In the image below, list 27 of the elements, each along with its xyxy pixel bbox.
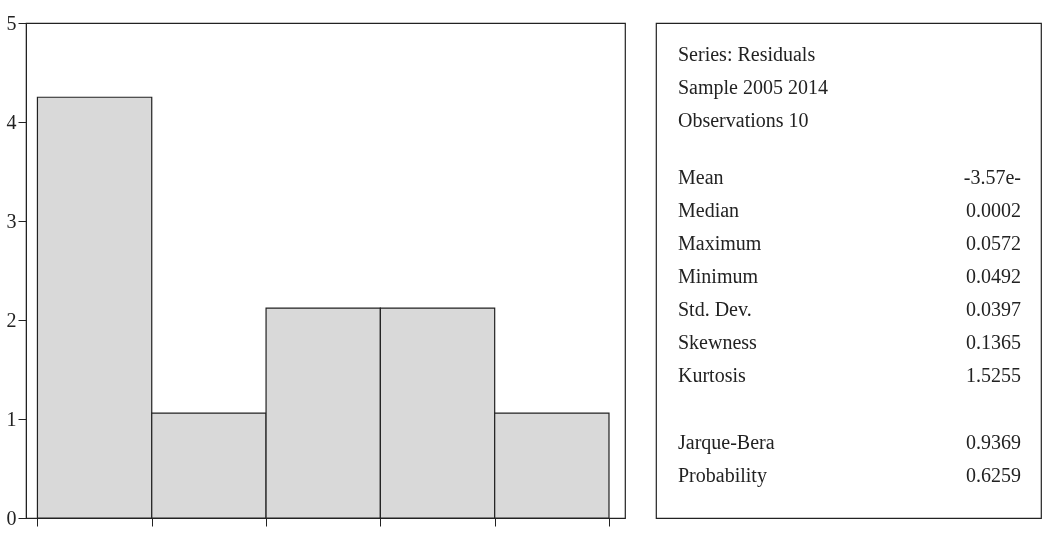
y-tick-label: 0	[6, 506, 17, 529]
text: Kurtosis	[678, 364, 746, 387]
text: 0.0397	[966, 298, 1021, 321]
text: Skewness	[678, 331, 758, 354]
text: 0.0492	[966, 265, 1021, 288]
y-tick-label: 3	[6, 209, 17, 232]
text: 0.0572	[966, 232, 1021, 255]
text: Probability	[678, 463, 767, 487]
text: 0.0002	[966, 199, 1021, 222]
y-tick-label: 1	[6, 407, 17, 430]
text: 0.1365	[966, 331, 1021, 354]
text: Maximum	[678, 232, 762, 255]
y-tick-label: 5	[6, 11, 17, 34]
text: Std. Dev.	[678, 298, 752, 321]
text: Median	[678, 199, 740, 222]
text: Minimum	[678, 265, 759, 288]
text: Jarque-Bera	[678, 430, 775, 454]
y-tick-label: 4	[6, 110, 17, 133]
text: -3.57e-	[963, 166, 1021, 189]
text: Mean	[678, 166, 724, 189]
text: Series: Residuals	[678, 42, 816, 65]
text: 1.5255	[966, 364, 1021, 387]
text: Observations 10	[678, 108, 809, 131]
y-tick-label: 2	[6, 308, 17, 331]
text: Sample 2005 2014	[678, 75, 828, 99]
text: 0.6259	[966, 463, 1021, 486]
text: 0.9369	[966, 430, 1021, 453]
